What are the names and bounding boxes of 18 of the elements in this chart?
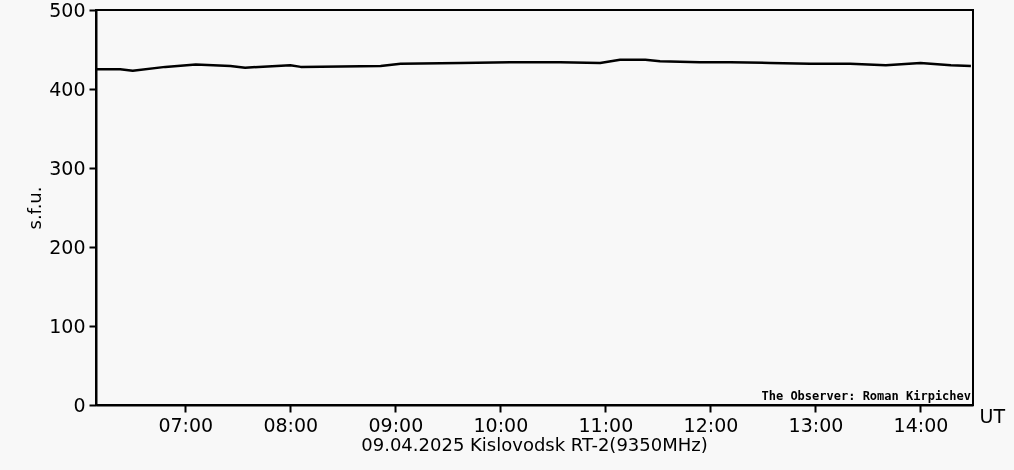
x-tick-label: 12:00 xyxy=(683,413,739,436)
y-tick-label: 300 xyxy=(49,156,86,179)
y-tick-label: 0 xyxy=(73,393,86,416)
x-tick-label: 13:00 xyxy=(788,413,844,436)
y-tick-label: 100 xyxy=(49,314,86,337)
x-tick-label: 14:00 xyxy=(893,413,949,436)
x-tick-label: 08:00 xyxy=(263,413,319,436)
annotation: The Observer: Roman Kirpichev xyxy=(761,389,971,403)
x-tick-label: 09:00 xyxy=(368,413,424,436)
x-axis-title: UT xyxy=(979,404,1006,427)
y-tick-label: 500 xyxy=(49,0,86,21)
y-axis-title: s.f.u. xyxy=(24,186,46,230)
text: 09.04.2025 Kislovodsk RT-2(9350MHz) xyxy=(361,434,708,455)
y-tick-label: 200 xyxy=(49,235,86,258)
y-tick-label: 400 xyxy=(49,77,86,100)
x-tick-label: 10:00 xyxy=(473,413,529,436)
x-tick-label: 07:00 xyxy=(158,413,214,436)
x-tick-label: 11:00 xyxy=(578,413,634,436)
